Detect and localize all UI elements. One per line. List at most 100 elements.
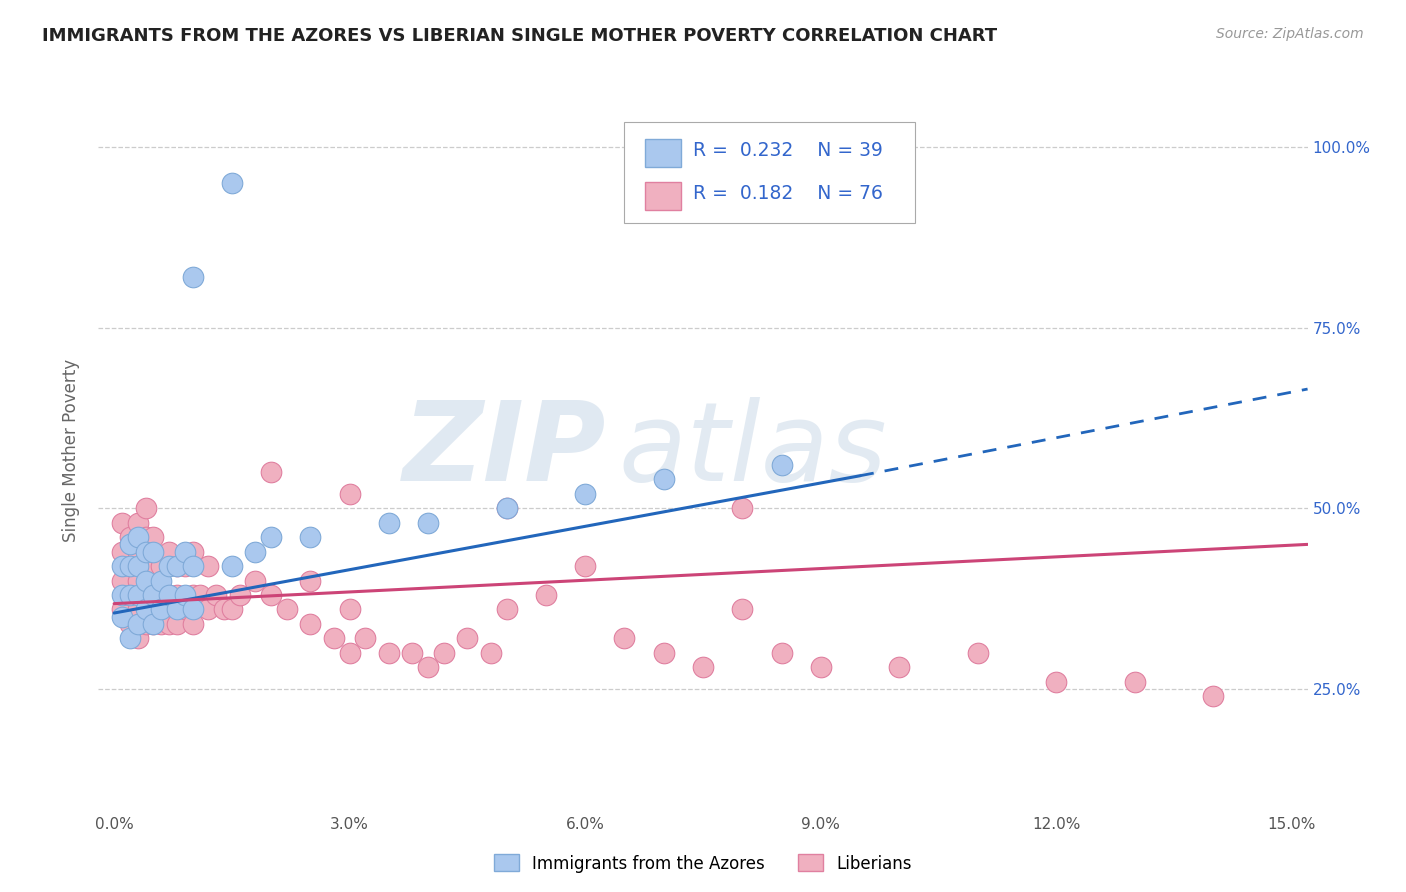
Liberians <box>142 616 165 631</box>
Liberians <box>135 530 157 544</box>
Liberians <box>181 544 204 558</box>
Liberians <box>173 559 195 574</box>
Liberians <box>111 574 134 588</box>
Immigrants from the Azores <box>181 602 204 616</box>
Bar <box>645 182 682 210</box>
Liberians <box>166 559 188 574</box>
Liberians <box>190 588 212 602</box>
Liberians <box>142 530 165 544</box>
Immigrants from the Azores <box>127 559 149 574</box>
Liberians <box>770 646 793 660</box>
Text: Source: ZipAtlas.com: Source: ZipAtlas.com <box>1216 27 1364 41</box>
Immigrants from the Azores <box>166 559 188 574</box>
Immigrants from the Azores <box>118 588 141 602</box>
Text: R =  0.182    N = 76: R = 0.182 N = 76 <box>693 185 883 203</box>
Immigrants from the Azores <box>135 574 157 588</box>
Liberians <box>197 559 219 574</box>
Text: R =  0.232    N = 39: R = 0.232 N = 39 <box>693 141 883 161</box>
Liberians <box>127 632 149 646</box>
Liberians <box>966 646 988 660</box>
Immigrants from the Azores <box>150 574 173 588</box>
Liberians <box>245 574 267 588</box>
Immigrants from the Azores <box>418 516 440 530</box>
Immigrants from the Azores <box>118 537 141 551</box>
Liberians <box>692 660 714 674</box>
Liberians <box>142 588 165 602</box>
Liberians <box>127 544 149 558</box>
Legend: Immigrants from the Azores, Liberians: Immigrants from the Azores, Liberians <box>488 847 918 880</box>
Liberians <box>889 660 911 674</box>
Liberians <box>731 602 754 616</box>
Liberians <box>401 646 423 660</box>
Text: IMMIGRANTS FROM THE AZORES VS LIBERIAN SINGLE MOTHER POVERTY CORRELATION CHART: IMMIGRANTS FROM THE AZORES VS LIBERIAN S… <box>42 27 997 45</box>
Liberians <box>157 544 180 558</box>
Immigrants from the Azores <box>118 559 141 574</box>
Liberians <box>613 632 636 646</box>
Liberians <box>118 559 141 574</box>
Immigrants from the Azores <box>142 544 165 558</box>
Liberians <box>157 588 180 602</box>
Immigrants from the Azores <box>495 501 517 516</box>
Liberians <box>127 602 149 616</box>
Immigrants from the Azores <box>260 530 283 544</box>
Liberians <box>260 465 283 479</box>
Liberians <box>456 632 478 646</box>
Liberians <box>299 574 322 588</box>
Immigrants from the Azores <box>142 588 165 602</box>
Liberians <box>418 660 440 674</box>
Liberians <box>150 559 173 574</box>
Liberians <box>150 616 173 631</box>
Liberians <box>212 602 235 616</box>
Liberians <box>1123 674 1146 689</box>
Liberians <box>166 616 188 631</box>
Liberians <box>127 516 149 530</box>
Liberians <box>495 602 517 616</box>
Immigrants from the Azores <box>127 530 149 544</box>
Liberians <box>135 559 157 574</box>
Immigrants from the Azores <box>111 609 134 624</box>
Liberians <box>260 588 283 602</box>
Immigrants from the Azores <box>166 602 188 616</box>
Liberians <box>479 646 502 660</box>
Immigrants from the Azores <box>157 588 180 602</box>
Liberians <box>111 544 134 558</box>
Liberians <box>127 574 149 588</box>
Immigrants from the Azores <box>181 559 204 574</box>
Liberians <box>118 588 141 602</box>
Text: ZIP: ZIP <box>402 397 606 504</box>
Liberians <box>135 501 157 516</box>
Immigrants from the Azores <box>574 487 596 501</box>
Liberians <box>135 616 157 631</box>
Liberians <box>150 588 173 602</box>
Immigrants from the Azores <box>181 270 204 285</box>
Immigrants from the Azores <box>299 530 322 544</box>
Liberians <box>354 632 377 646</box>
Liberians <box>135 588 157 602</box>
Liberians <box>323 632 346 646</box>
Liberians <box>495 501 517 516</box>
Liberians <box>652 646 675 660</box>
Immigrants from the Azores <box>150 602 173 616</box>
Immigrants from the Azores <box>135 544 157 558</box>
Liberians <box>339 602 361 616</box>
Liberians <box>378 646 401 660</box>
Liberians <box>173 602 195 616</box>
Liberians <box>197 602 219 616</box>
Liberians <box>118 616 141 631</box>
Text: atlas: atlas <box>619 397 887 504</box>
Immigrants from the Azores <box>127 616 149 631</box>
Liberians <box>574 559 596 574</box>
Liberians <box>810 660 832 674</box>
Liberians <box>1202 689 1225 703</box>
Liberians <box>118 530 141 544</box>
Liberians <box>229 588 252 602</box>
Liberians <box>433 646 456 660</box>
Liberians <box>181 588 204 602</box>
Immigrants from the Azores <box>245 544 267 558</box>
Immigrants from the Azores <box>770 458 793 472</box>
Bar <box>645 139 682 167</box>
Liberians <box>111 516 134 530</box>
Immigrants from the Azores <box>127 588 149 602</box>
Immigrants from the Azores <box>135 602 157 616</box>
Liberians <box>276 602 298 616</box>
